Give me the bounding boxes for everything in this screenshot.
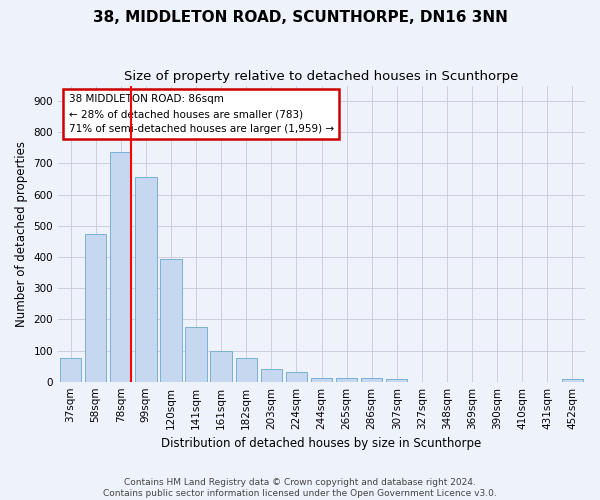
Bar	[386, 379, 407, 382]
Y-axis label: Number of detached properties: Number of detached properties	[15, 140, 28, 326]
Bar	[85, 234, 106, 382]
X-axis label: Distribution of detached houses by size in Scunthorpe: Distribution of detached houses by size …	[161, 437, 482, 450]
Title: Size of property relative to detached houses in Scunthorpe: Size of property relative to detached ho…	[124, 70, 519, 83]
Bar	[60, 358, 81, 382]
Bar	[160, 259, 182, 382]
Bar	[260, 368, 282, 382]
Text: 38, MIDDLETON ROAD, SCUNTHORPE, DN16 3NN: 38, MIDDLETON ROAD, SCUNTHORPE, DN16 3NN	[92, 10, 508, 25]
Bar	[236, 358, 257, 382]
Bar	[185, 327, 207, 382]
Text: 38 MIDDLETON ROAD: 86sqm
← 28% of detached houses are smaller (783)
71% of semi-: 38 MIDDLETON ROAD: 86sqm ← 28% of detach…	[68, 94, 334, 134]
Bar	[135, 176, 157, 382]
Bar	[286, 372, 307, 382]
Bar	[562, 379, 583, 382]
Bar	[211, 350, 232, 382]
Bar	[361, 378, 382, 382]
Bar	[110, 152, 131, 382]
Text: Contains HM Land Registry data © Crown copyright and database right 2024.
Contai: Contains HM Land Registry data © Crown c…	[103, 478, 497, 498]
Bar	[336, 378, 357, 382]
Bar	[311, 378, 332, 382]
